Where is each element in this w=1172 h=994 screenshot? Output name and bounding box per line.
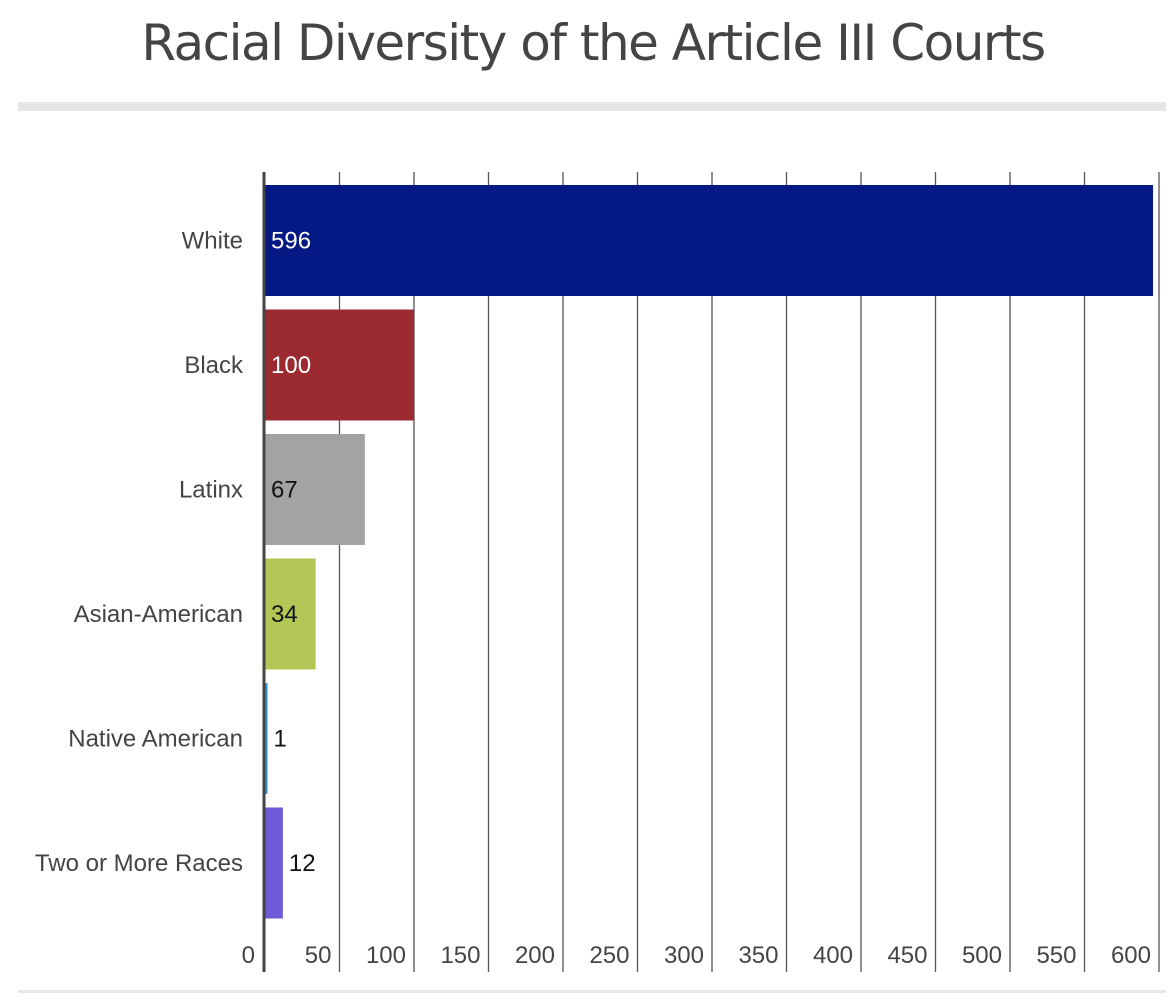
category-labels: White Black Latinx Asian-American Native Ame…: [35, 228, 244, 878]
x-tick-label: 300: [664, 942, 704, 969]
bar: [265, 558, 316, 670]
bar: [265, 683, 268, 794]
bars: [265, 185, 1154, 919]
category-label: White: [182, 228, 243, 255]
x-tick-label: 550: [1036, 942, 1076, 969]
category-label: Latinx: [179, 477, 243, 504]
bar: [265, 309, 414, 421]
x-tick-label: 450: [887, 942, 927, 969]
bar: [265, 434, 365, 545]
data-label: 596: [271, 228, 311, 255]
data-label: 34: [271, 601, 298, 628]
x-tick-label: 600: [1111, 942, 1151, 969]
grid-lines: [338, 172, 1160, 972]
x-tick-labels: 0 50 100 150 200 250 300 350 400 450 500 550 600: [242, 942, 1151, 969]
bar: [265, 807, 283, 919]
chart-title: Racial Diversity of the Article III Cour…: [141, 14, 1046, 72]
x-tick-label: 0: [242, 942, 255, 969]
x-tick-label: 50: [305, 942, 332, 969]
x-tick-label: 400: [813, 942, 853, 969]
category-label: Two or More Races: [35, 850, 243, 877]
data-labels: 596 100 67 34 1 12: [271, 228, 316, 878]
data-label: 100: [271, 352, 311, 379]
x-tick-label: 250: [589, 942, 629, 969]
category-label: Black: [184, 352, 244, 379]
data-label: 1: [274, 726, 287, 753]
x-tick-label: 500: [962, 942, 1002, 969]
category-label: Native American: [68, 726, 243, 753]
data-label: 67: [271, 477, 298, 504]
bar: [265, 185, 1154, 296]
x-tick-label: 100: [366, 942, 406, 969]
x-tick-label: 350: [738, 942, 778, 969]
bottom-divider: [18, 990, 1166, 993]
x-tick-label: 150: [440, 942, 480, 969]
x-tick-label: 200: [515, 942, 555, 969]
data-label: 12: [289, 850, 316, 877]
category-label: Asian-American: [74, 601, 243, 628]
title-divider: [18, 102, 1166, 111]
